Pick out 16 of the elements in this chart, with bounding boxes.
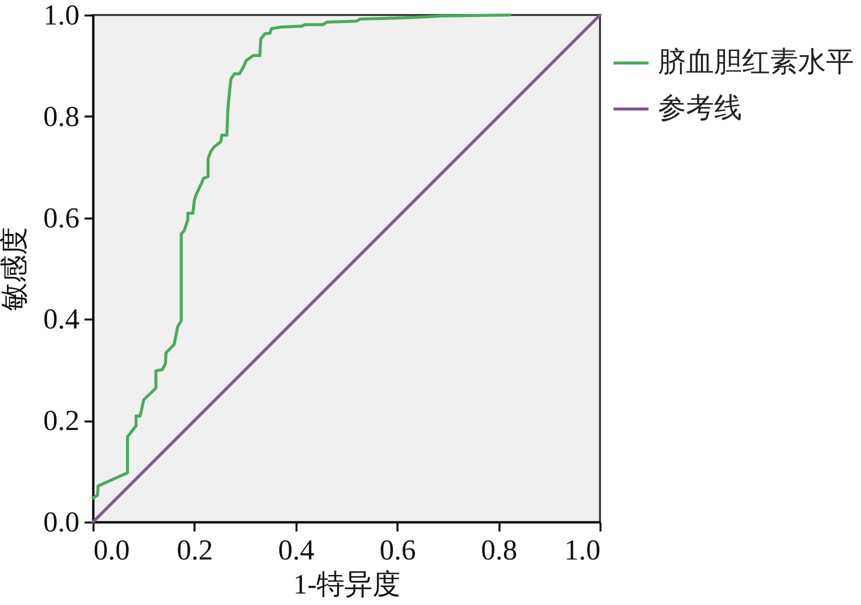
y-tick-label: 0.2: [43, 405, 80, 438]
y-tick-label: 0.8: [43, 100, 80, 133]
y-tick-label: 0.6: [43, 202, 80, 234]
x-tick-label: 1.0: [564, 534, 600, 566]
legend-label: 参考线: [658, 91, 742, 124]
x-axis-title: 1-特异度: [293, 570, 401, 600]
line-series: [92, 14, 512, 500]
x-tick-label: 0.8: [480, 534, 518, 566]
legend-label: 脐血胆红素水平: [658, 45, 854, 78]
x-tick-label: 0.6: [380, 534, 416, 566]
x-tick-label: 0.4: [278, 534, 315, 566]
x-tick-label: 0.0: [94, 534, 130, 566]
y-tick-label: 0.0: [43, 506, 80, 538]
x-tick-label: 0.2: [176, 534, 214, 566]
y-tick-label: 1.0: [43, 0, 80, 32]
y-tick-label: 0.4: [43, 304, 80, 336]
